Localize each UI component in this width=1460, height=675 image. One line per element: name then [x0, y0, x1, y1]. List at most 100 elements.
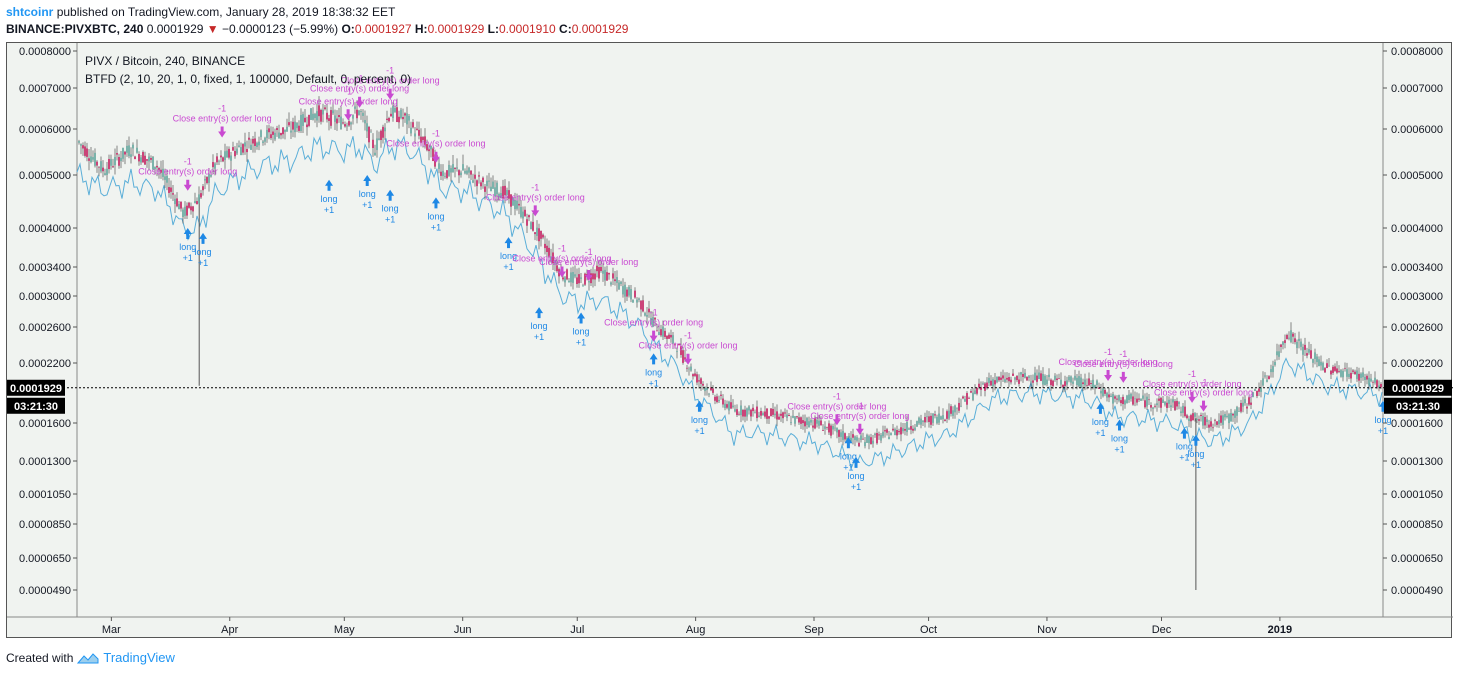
y-tick-label-left: 0.0001050 — [19, 489, 71, 501]
close-arrow-icon — [1119, 371, 1128, 383]
close-qty: -1 — [386, 66, 394, 76]
close-arrow-icon — [1188, 391, 1197, 403]
long-qty: +1 — [324, 205, 334, 215]
y-tick-label-right: 0.0000490 — [1391, 585, 1443, 597]
close-value: 0.0001929 — [571, 22, 629, 36]
close-label: Close entry(s) order long — [310, 84, 409, 94]
publish-line: shtcoinr published on TradingView.com, J… — [6, 5, 395, 19]
close-qty: -1 — [1188, 369, 1196, 379]
long-label: long — [1092, 417, 1109, 427]
x-tick-label: Aug — [686, 624, 706, 636]
close-label: Close entry(s) order long — [299, 96, 398, 106]
long-label: long — [573, 326, 590, 336]
close-arrow-icon — [683, 353, 692, 365]
author-link[interactable]: shtcoinr — [6, 5, 54, 19]
long-arrow-icon — [1115, 419, 1124, 431]
study-legend: BTFD (2, 10, 20, 1, 0, fixed, 1, 100000,… — [85, 72, 411, 86]
close-label: Close entry(s) order long — [810, 411, 909, 421]
long-arrow-icon — [199, 232, 208, 244]
long-label: long — [848, 471, 865, 481]
x-tick-label: Nov — [1037, 624, 1057, 636]
long-qty: +1 — [431, 222, 441, 232]
long-arrow-icon — [649, 353, 658, 365]
long-qty: +1 — [1179, 453, 1189, 463]
long-label: long — [531, 321, 548, 331]
close-label: Close entry(s) order long — [539, 257, 638, 267]
long-arrow-icon — [183, 228, 192, 239]
published-text: published on TradingView.com, January 28… — [56, 5, 396, 19]
x-tick-label: Jul — [570, 624, 584, 636]
close-qty: -1 — [585, 247, 593, 257]
tradingview-link[interactable]: TradingView — [103, 650, 175, 665]
x-tick-label: Jun — [454, 624, 472, 636]
long-label: long — [500, 251, 517, 261]
long-arrow-icon — [577, 312, 586, 324]
close-arrow-icon — [557, 266, 566, 278]
long-qty: +1 — [385, 215, 395, 225]
y-tick-label-right: 0.0001300 — [1391, 456, 1443, 468]
close-qty: -1 — [856, 401, 864, 411]
y-tick-label-right: 0.0005000 — [1391, 170, 1443, 182]
x-tick-label: 2019 — [1268, 624, 1292, 636]
close-arrow-icon — [344, 109, 353, 121]
close-qty: -1 — [650, 308, 658, 318]
long-label: long — [427, 211, 444, 221]
close-arrow-icon — [855, 423, 864, 435]
close-arrow-icon — [218, 126, 227, 138]
long-label: long — [321, 194, 338, 204]
long-qty: +1 — [1191, 460, 1201, 470]
y-tick-label-left: 0.0001600 — [19, 418, 71, 430]
long-arrow-icon — [535, 307, 544, 319]
close-label: Close entry(s) order long — [486, 192, 585, 202]
close-qty: -1 — [1104, 347, 1112, 357]
high-value: 0.0001929 — [427, 22, 485, 36]
close-label: Close entry(s) order long — [1059, 357, 1158, 367]
long-label: long — [1374, 415, 1391, 425]
low-value: 0.0001910 — [498, 22, 556, 36]
y-tick-label-right: 0.0004000 — [1391, 223, 1443, 235]
y-tick-label-left: 0.0004000 — [19, 223, 71, 235]
close-qty: -1 — [218, 104, 226, 114]
close-arrow-icon — [1104, 369, 1113, 381]
footer: Created with TradingView — [6, 650, 175, 665]
tradingview-logo-icon — [77, 652, 99, 663]
long-qty: +1 — [534, 332, 544, 342]
long-label: long — [1176, 442, 1193, 452]
close-arrow-icon — [1199, 400, 1208, 412]
chart-frame[interactable]: long +1 long +1 long +1 long +1 long +1 long +1 long… — [6, 42, 1453, 639]
close-label: Close entry(s) order long — [138, 167, 237, 177]
close-label: Close entry(s) order long — [604, 318, 703, 328]
long-arrow-icon — [852, 456, 861, 468]
y-tick-label-right: 0.0002600 — [1391, 322, 1443, 334]
close-qty: -1 — [344, 86, 352, 96]
x-tick-label: May — [334, 624, 355, 636]
long-arrow-icon — [1379, 400, 1387, 412]
y-tick-label-right: 0.0008000 — [1391, 46, 1443, 58]
y-tick-label-right: 0.0002200 — [1391, 358, 1443, 370]
x-tick-label: Oct — [920, 624, 937, 636]
close-arrow-icon — [531, 205, 540, 217]
countdown-tag-right — [1384, 397, 1452, 414]
long-qty: +1 — [198, 258, 208, 268]
long-label: long — [840, 451, 857, 461]
long-qty: +1 — [1095, 428, 1105, 438]
close-label: Close entry(s) order long — [1154, 388, 1253, 398]
long-arrow-icon — [386, 189, 395, 201]
open-value: 0.0001927 — [354, 22, 412, 36]
close-arrow-icon — [584, 270, 593, 282]
y-tick-label-left: 0.0003400 — [19, 262, 71, 274]
y-tick-label-right: 0.0001050 — [1391, 489, 1443, 501]
close-label: Close entry(s) order long — [341, 76, 440, 86]
long-label: long — [645, 367, 662, 377]
last-price: 0.0001929 — [146, 22, 204, 36]
y-tick-label-left: 0.0002200 — [19, 358, 71, 370]
price-tag-right — [1384, 379, 1452, 396]
y-tick-label-left: 0.0006000 — [19, 124, 71, 136]
price-tag-text-left: 0.0001929 — [10, 383, 62, 395]
countdown-tag-left — [7, 397, 65, 414]
close-arrow-icon — [355, 96, 364, 108]
long-qty: +1 — [576, 337, 586, 347]
long-arrow-icon — [363, 175, 372, 186]
x-tick-label: Mar — [102, 624, 121, 636]
